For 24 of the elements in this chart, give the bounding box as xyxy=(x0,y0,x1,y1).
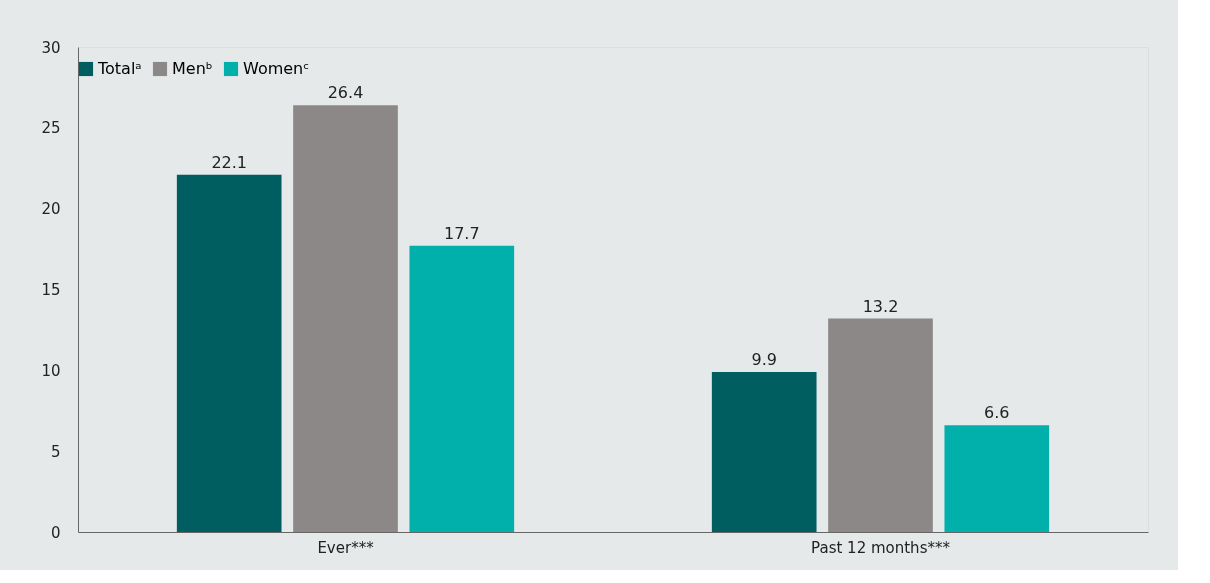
data-label: 9.9 xyxy=(751,349,777,369)
y-tick-label: 15 xyxy=(41,281,61,299)
legend-label: Womenᶜ xyxy=(243,59,310,78)
y-tick-label: 30 xyxy=(41,38,61,57)
data-label: 26.4 xyxy=(327,83,364,103)
bar xyxy=(176,174,282,532)
x-tick-label: Ever*** xyxy=(317,538,375,557)
data-label: 17.7 xyxy=(443,223,480,243)
bar xyxy=(944,425,1050,532)
y-tick-label: 10 xyxy=(41,361,61,380)
y-tick-label: 5 xyxy=(50,442,61,461)
data-label: 6.6 xyxy=(984,403,1010,423)
y-tick-label: 0 xyxy=(50,523,61,542)
bar xyxy=(711,371,817,532)
bar xyxy=(409,245,515,532)
bar xyxy=(828,318,933,532)
legend-label: Menᵇ xyxy=(172,59,213,78)
data-label: 13.2 xyxy=(862,296,899,316)
legend-label: Totalᵃ xyxy=(97,59,142,78)
bar xyxy=(293,105,398,532)
y-tick-label: 20 xyxy=(41,200,61,219)
x-tick-label: Past 12 months*** xyxy=(811,538,951,557)
data-label: 22.1 xyxy=(211,152,248,172)
y-tick-label: 25 xyxy=(41,119,61,138)
